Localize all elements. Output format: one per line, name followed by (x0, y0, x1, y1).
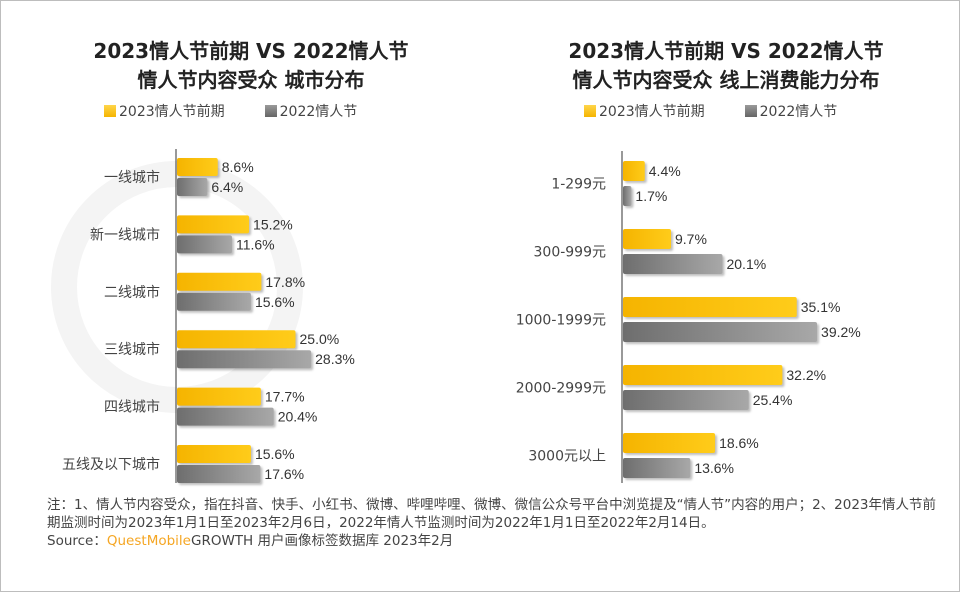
legend-item-2023: 2023情人节前期 (584, 101, 705, 121)
bar-2023 (623, 297, 797, 317)
legend-city: 2023情人节前期 2022情人节 (104, 101, 357, 121)
data-label: 28.3% (315, 351, 355, 367)
bar-2023 (623, 161, 645, 181)
data-label: 1.7% (635, 188, 667, 204)
bar-2023 (177, 330, 296, 349)
data-label: 4.4% (649, 163, 681, 179)
data-label: 15.2% (253, 216, 293, 232)
legend-label: 2023情人节前期 (119, 104, 225, 120)
legend-label: 2022情人节 (759, 104, 838, 120)
data-label: 20.4% (278, 409, 318, 425)
bar-2023 (177, 445, 251, 463)
category-label: 1000-1999元 (516, 313, 606, 329)
legend-label: 2022情人节 (279, 104, 358, 120)
legend-swatch (744, 105, 757, 117)
bar-2022 (623, 186, 632, 206)
category-label: 三线城市 (104, 341, 160, 358)
data-label: 15.6% (255, 294, 295, 310)
category-label: 300-999元 (534, 245, 607, 261)
bar-2022 (177, 292, 251, 311)
source-line: Source：QuestMobileGROWTH 用户画像标签数据库 2023年… (47, 532, 937, 550)
data-label: 17.8% (265, 274, 305, 290)
data-label: 9.7% (675, 231, 707, 247)
legend-item-2022: 2022情人节 (744, 101, 838, 121)
data-label: 20.1% (726, 256, 766, 272)
data-label: 35.1% (801, 299, 841, 315)
chart-title-spending: 2023情人节前期 VS 2022情人节 情人节内容受众 线上消费能力分布 (506, 37, 946, 95)
category-label: 3000元以上 (528, 449, 606, 465)
bar-2022 (177, 350, 312, 369)
data-label: 6.4% (211, 179, 243, 195)
title-line: 情人节内容受众 城市分布 (137, 68, 365, 92)
source-brand: QuestMobile (106, 533, 191, 549)
legend-spending: 2023情人节前期 2022情人节 (584, 101, 837, 121)
data-label: 32.2% (786, 367, 826, 383)
data-label: 17.6% (264, 466, 304, 482)
category-label: 1-299元 (551, 177, 606, 193)
bar-2022 (623, 322, 818, 342)
legend-swatch (584, 105, 596, 117)
title-line: 2023情人节前期 VS 2022情人节 (568, 39, 884, 63)
bar-2022 (177, 465, 261, 483)
data-label: 15.6% (255, 446, 295, 462)
legend-label: 2023情人节前期 (599, 104, 705, 120)
bar-2023 (177, 158, 218, 176)
data-label: 11.6% (236, 236, 275, 252)
bar-2023 (623, 229, 672, 249)
bar-2023 (623, 365, 783, 385)
data-label: 18.6% (719, 435, 759, 451)
bar-2022 (623, 390, 749, 410)
data-label: 13.6% (694, 460, 734, 476)
legend-swatch (104, 105, 116, 117)
note-text: 注：1、情人节内容受众，指在抖音、快手、小红书、微博、哔哩哔哩、微博、微信公众号… (47, 497, 937, 531)
data-label: 39.2% (821, 324, 861, 340)
data-label: 17.7% (265, 389, 305, 405)
chart-title-city: 2023情人节前期 VS 2022情人节 情人节内容受众 城市分布 (31, 37, 471, 95)
footnote: 注：1、情人节内容受众，指在抖音、快手、小红书、微博、哔哩哔哩、微博、微信公众号… (47, 496, 937, 550)
bar-2022 (177, 407, 274, 426)
legend-item-2022: 2022情人节 (264, 101, 358, 121)
bar-2022 (177, 178, 208, 196)
data-label: 25.0% (300, 331, 340, 347)
bar-2023 (177, 387, 261, 406)
bar-2023 (623, 433, 716, 453)
bar-2022 (623, 254, 723, 274)
bar-2022 (177, 235, 232, 254)
category-label: 2000-2999元 (516, 381, 606, 397)
category-label: 五线及以下城市 (62, 456, 160, 473)
source-label: Source： (47, 533, 107, 549)
bar-2022 (623, 458, 691, 478)
source-text: GROWTH 用户画像标签数据库 2023年2月 (190, 533, 454, 549)
legend-item-2023: 2023情人节前期 (104, 101, 225, 121)
data-label: 25.4% (753, 392, 793, 408)
category-label: 四线城市 (104, 399, 160, 416)
title-line: 情人节内容受众 线上消费能力分布 (572, 68, 880, 92)
bar-2023 (177, 215, 250, 234)
title-line: 2023情人节前期 VS 2022情人节 (93, 39, 409, 63)
category-label: 一线城市 (104, 169, 160, 186)
data-label: 8.6% (222, 159, 254, 175)
category-label: 二线城市 (104, 284, 160, 301)
bar-2023 (177, 272, 262, 291)
category-label: 新一线城市 (90, 226, 160, 243)
legend-swatch (264, 105, 277, 117)
